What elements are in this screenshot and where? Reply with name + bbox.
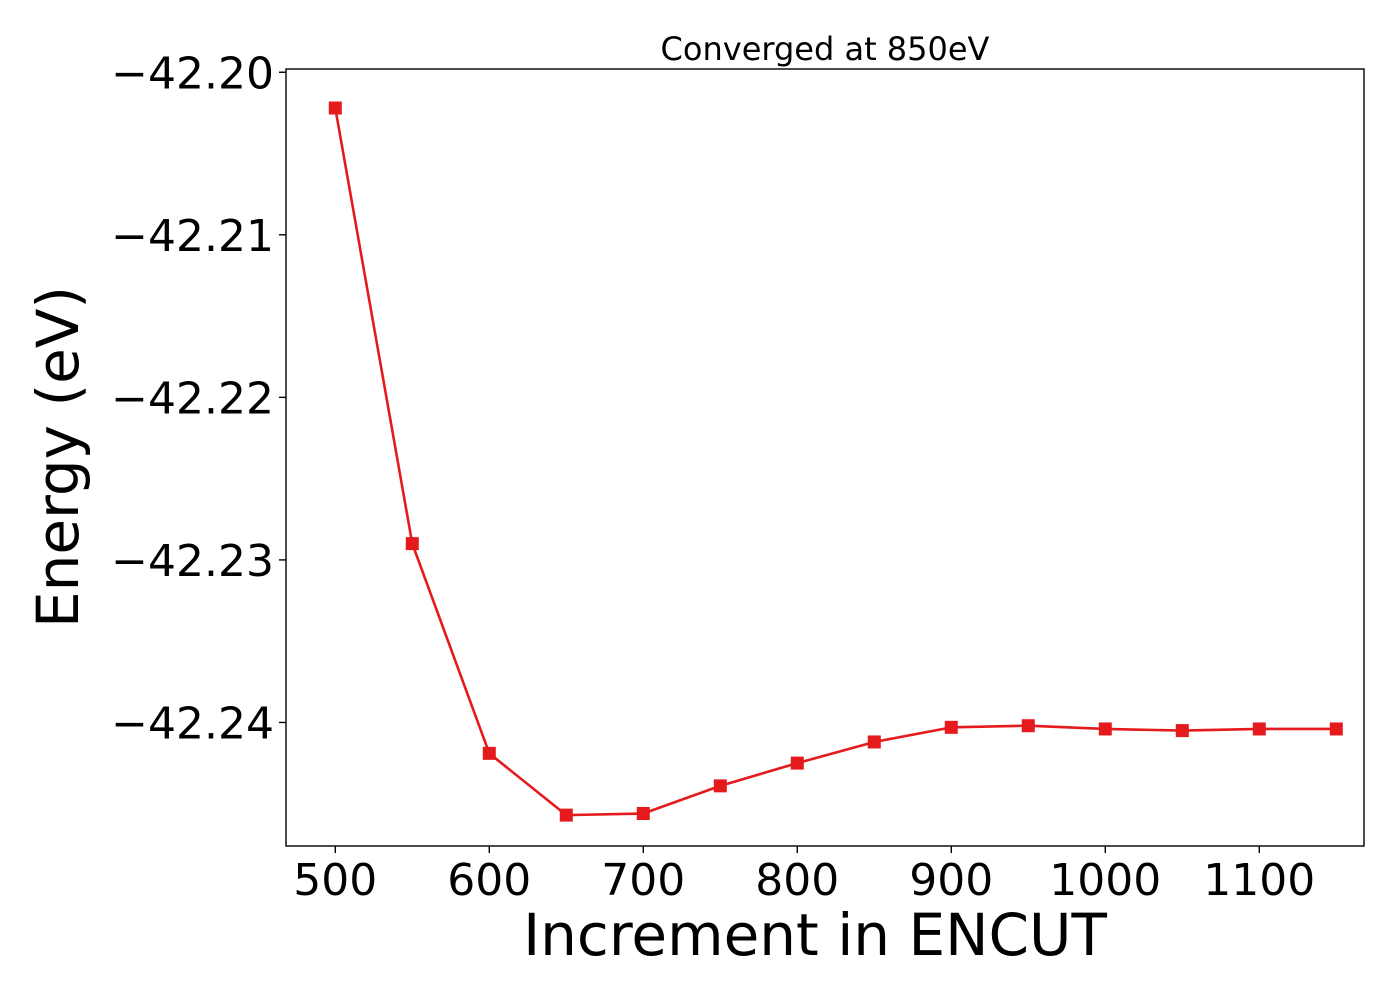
data-point-marker <box>405 537 419 551</box>
y-tick-label: −42.20 <box>111 48 274 99</box>
x-tick-label: 700 <box>601 855 685 906</box>
x-tick-label: 600 <box>447 855 531 906</box>
y-axis-ticks: −42.20 −42.21 −42.22 −42.23 −42.24 <box>111 48 286 749</box>
data-point-marker <box>1021 719 1035 733</box>
data-point-marker <box>482 746 496 760</box>
chart-title: Converged at 850eV <box>661 30 990 68</box>
x-tick-label: 800 <box>755 855 839 906</box>
data-point-marker <box>1329 722 1343 736</box>
data-point-marker <box>1175 724 1189 738</box>
data-point-marker <box>867 735 881 749</box>
x-tick-label: 1100 <box>1203 855 1315 906</box>
data-point-marker <box>636 806 650 820</box>
x-axis-ticks: 500 600 700 800 900 1000 1100 <box>293 846 1315 906</box>
y-tick-label: −42.24 <box>111 698 274 749</box>
data-point-marker <box>1098 722 1112 736</box>
x-tick-label: 900 <box>909 855 993 906</box>
y-tick-label: −42.22 <box>111 373 274 424</box>
data-point-marker <box>559 808 573 822</box>
y-tick-label: −42.21 <box>111 211 274 262</box>
data-point-marker <box>713 779 727 793</box>
plot-series <box>328 101 1343 822</box>
series-line <box>333 107 1337 817</box>
plot-area-frame <box>285 68 1365 847</box>
data-point-marker <box>944 720 958 734</box>
data-point-marker <box>790 756 804 770</box>
y-axis-label: Energy (eV) <box>24 286 92 628</box>
x-tick-label: 500 <box>293 855 377 906</box>
data-point-marker <box>1252 722 1266 736</box>
y-tick-label: −42.23 <box>111 536 274 587</box>
x-tick-label: 1000 <box>1049 855 1161 906</box>
x-axis-label: Increment in ENCUT <box>523 901 1107 969</box>
data-point-marker <box>328 101 342 115</box>
